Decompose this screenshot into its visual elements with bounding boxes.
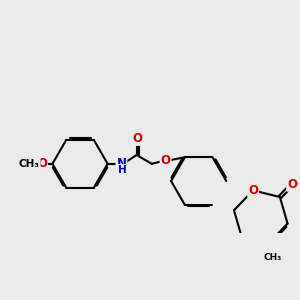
Text: O: O xyxy=(248,184,258,197)
Text: O: O xyxy=(160,154,171,167)
Text: CH₃: CH₃ xyxy=(19,159,40,169)
Text: O: O xyxy=(287,178,297,191)
Text: CH₃: CH₃ xyxy=(264,253,282,262)
Text: N: N xyxy=(116,157,126,170)
Text: O: O xyxy=(37,157,47,170)
Text: O: O xyxy=(133,132,143,145)
Text: H: H xyxy=(118,165,126,175)
